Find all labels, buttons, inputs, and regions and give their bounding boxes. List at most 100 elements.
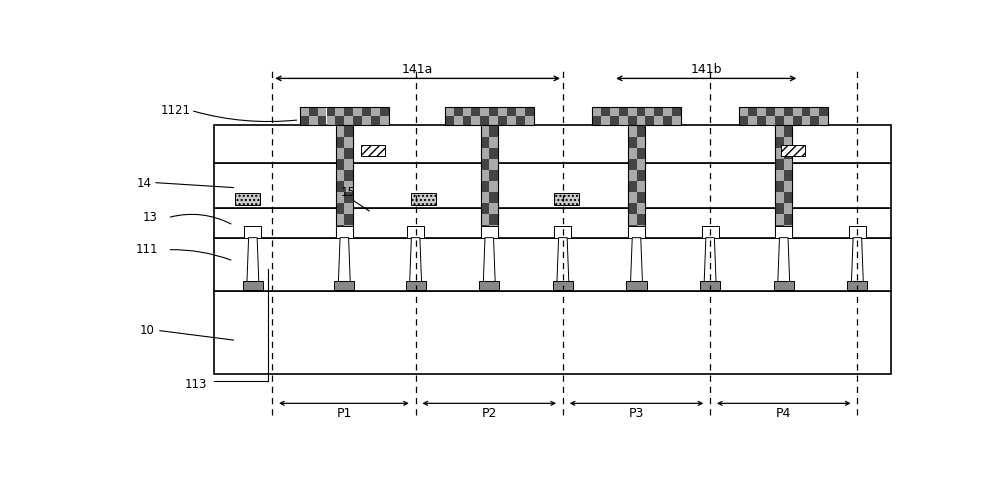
Bar xyxy=(784,160,792,170)
Bar xyxy=(628,107,637,117)
Bar xyxy=(757,117,766,126)
Bar xyxy=(775,204,784,215)
Bar xyxy=(592,117,601,126)
Bar xyxy=(793,117,802,126)
Text: 141b: 141b xyxy=(690,63,722,76)
Bar xyxy=(445,107,454,117)
Bar xyxy=(300,117,309,126)
Bar xyxy=(353,117,362,126)
Bar xyxy=(326,117,335,126)
Bar xyxy=(411,194,436,205)
Text: 111: 111 xyxy=(135,243,158,256)
Bar xyxy=(335,117,344,126)
Bar xyxy=(471,107,480,117)
Bar xyxy=(628,117,637,126)
Bar xyxy=(775,227,792,238)
Bar xyxy=(663,117,672,126)
Bar xyxy=(454,107,463,117)
Bar xyxy=(810,107,819,117)
Bar xyxy=(445,117,454,126)
Bar xyxy=(775,117,784,126)
Bar xyxy=(481,137,489,148)
Text: 14: 14 xyxy=(137,177,152,190)
Bar xyxy=(601,107,610,117)
Bar xyxy=(775,107,784,117)
Bar xyxy=(628,126,637,137)
Bar xyxy=(748,117,757,126)
Bar xyxy=(489,170,498,182)
Bar xyxy=(610,117,619,126)
Bar xyxy=(645,117,654,126)
Bar xyxy=(637,170,645,182)
Bar xyxy=(663,107,672,117)
Bar xyxy=(344,204,353,215)
Bar xyxy=(784,182,792,193)
Text: 1121: 1121 xyxy=(160,104,190,117)
Bar xyxy=(344,215,353,226)
Bar xyxy=(362,107,371,117)
Bar xyxy=(243,281,263,290)
Bar xyxy=(479,281,499,290)
Bar xyxy=(334,281,354,290)
Bar xyxy=(553,281,573,290)
Bar xyxy=(775,126,784,137)
Bar xyxy=(336,170,344,182)
Bar xyxy=(214,239,891,291)
Bar xyxy=(489,226,498,237)
Bar xyxy=(336,215,344,226)
Bar xyxy=(819,107,828,117)
Bar xyxy=(775,193,784,204)
Bar xyxy=(489,204,498,215)
Polygon shape xyxy=(630,238,643,290)
Bar xyxy=(849,227,866,238)
Bar xyxy=(481,204,489,215)
Bar xyxy=(344,182,353,193)
Bar xyxy=(480,117,489,126)
Text: P2: P2 xyxy=(482,407,497,420)
Bar xyxy=(235,194,260,205)
Bar xyxy=(481,182,489,193)
Bar xyxy=(601,117,610,126)
Bar xyxy=(775,126,792,237)
Bar xyxy=(775,148,784,160)
Bar xyxy=(525,107,534,117)
Bar xyxy=(739,117,748,126)
Bar xyxy=(784,137,792,148)
Bar xyxy=(380,117,389,126)
Bar xyxy=(628,126,645,237)
Bar xyxy=(214,164,891,209)
Bar xyxy=(336,126,344,137)
Text: P4: P4 xyxy=(776,407,791,420)
Bar xyxy=(784,170,792,182)
Bar xyxy=(353,107,362,117)
Bar xyxy=(463,117,471,126)
Bar xyxy=(766,107,775,117)
Text: 113: 113 xyxy=(185,377,207,390)
Bar xyxy=(214,291,891,374)
Bar xyxy=(775,160,784,170)
Bar xyxy=(775,182,784,193)
Bar xyxy=(516,117,525,126)
Bar xyxy=(525,117,534,126)
Bar xyxy=(481,160,489,170)
Bar xyxy=(554,194,579,205)
Bar xyxy=(481,126,489,137)
Bar xyxy=(344,170,353,182)
Bar xyxy=(463,107,471,117)
Bar xyxy=(628,215,637,226)
Bar xyxy=(309,117,318,126)
Bar xyxy=(637,226,645,237)
Bar xyxy=(489,148,498,160)
Bar xyxy=(645,107,654,117)
Bar xyxy=(784,215,792,226)
Bar xyxy=(628,160,637,170)
Bar xyxy=(445,107,534,126)
Bar xyxy=(480,107,489,117)
Bar xyxy=(300,107,309,117)
Bar xyxy=(637,137,645,148)
Bar xyxy=(802,107,810,117)
Bar xyxy=(214,126,891,164)
Bar xyxy=(757,107,766,117)
Bar xyxy=(481,148,489,160)
Bar xyxy=(489,160,498,170)
